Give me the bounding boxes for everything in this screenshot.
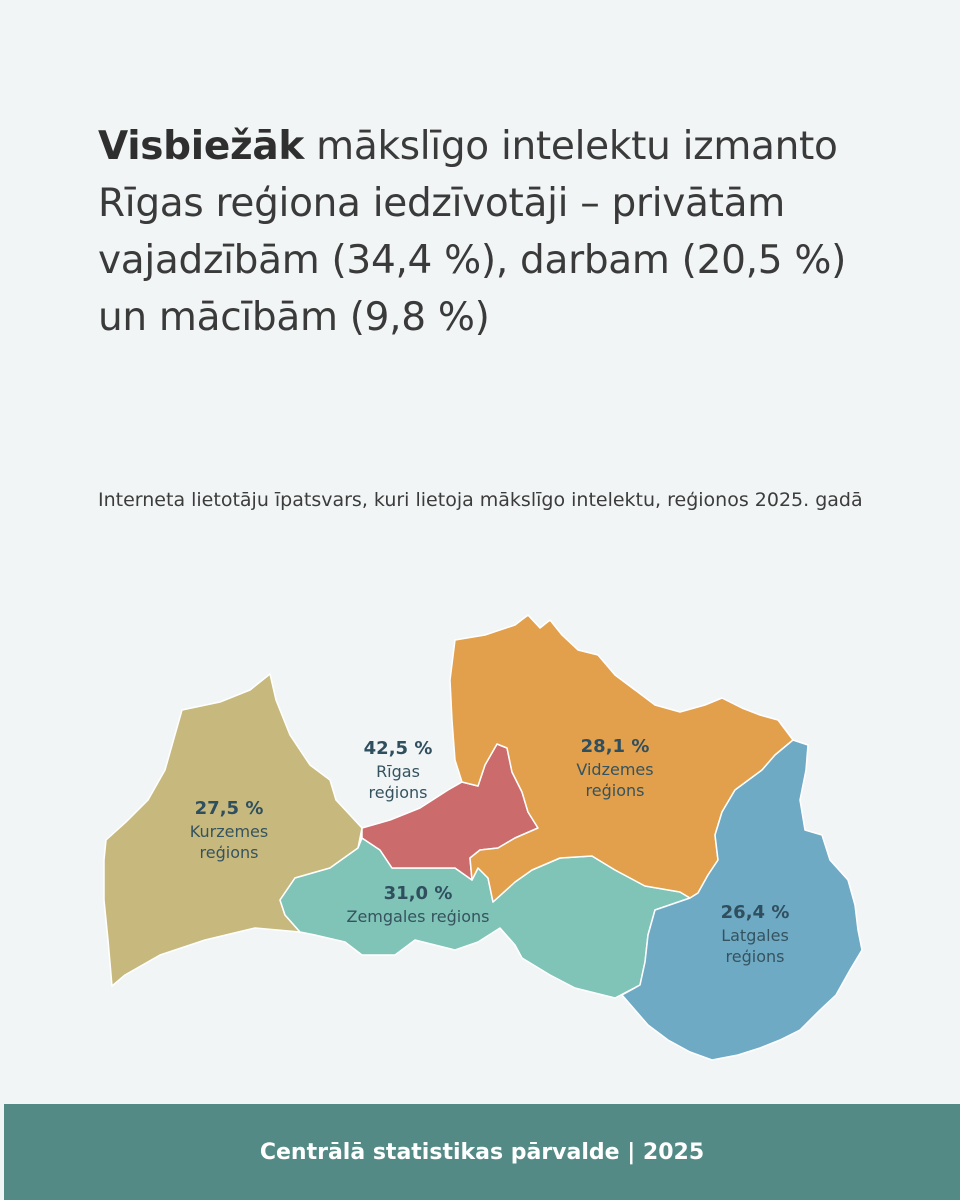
latvia-regions-map: 27,5 % Kurzemes reģions 42,5 % Rīgas reģ… <box>103 614 863 1061</box>
vidzemes-label-line2: reģions <box>586 781 645 800</box>
rigas-value: 42,5 % <box>364 738 433 759</box>
kurzemes-label-line2: reģions <box>200 843 259 862</box>
vidzemes-label-line1: Vidzemes <box>576 760 653 779</box>
kurzemes-label-line1: Kurzemes <box>190 822 268 841</box>
zemgales-label-line1: Zemgales reģions <box>347 907 490 926</box>
vidzemes-value: 28,1 % <box>581 736 650 757</box>
region-kurzemes[interactable] <box>103 673 363 987</box>
footer-text: Centrālā statistikas pārvalde | 2025 <box>259 1139 705 1165</box>
latgales-value: 26,4 % <box>721 902 790 923</box>
rigas-label-line2: reģions <box>369 783 428 802</box>
map-subtitle: Interneta lietotāju īpatsvars, kuri liet… <box>98 489 863 511</box>
headline-bold: Visbiežāk <box>98 124 305 169</box>
headline: Visbiežāk mākslīgo intelektu izmanto Rīg… <box>98 118 898 346</box>
footer-banner: Centrālā statistikas pārvalde | 2025 <box>4 1104 960 1200</box>
rigas-label-line1: Rīgas <box>376 762 420 781</box>
region-vidzemes[interactable] <box>449 614 794 903</box>
latgales-label-line2: reģions <box>726 947 785 966</box>
region-latgales[interactable] <box>621 739 863 1061</box>
zemgales-value: 31,0 % <box>384 883 453 904</box>
headline-rest: mākslīgo intelektu izmanto Rīgas reģiona… <box>98 124 846 340</box>
latgales-label-line1: Latgales <box>721 926 789 945</box>
kurzemes-value: 27,5 % <box>195 798 264 819</box>
